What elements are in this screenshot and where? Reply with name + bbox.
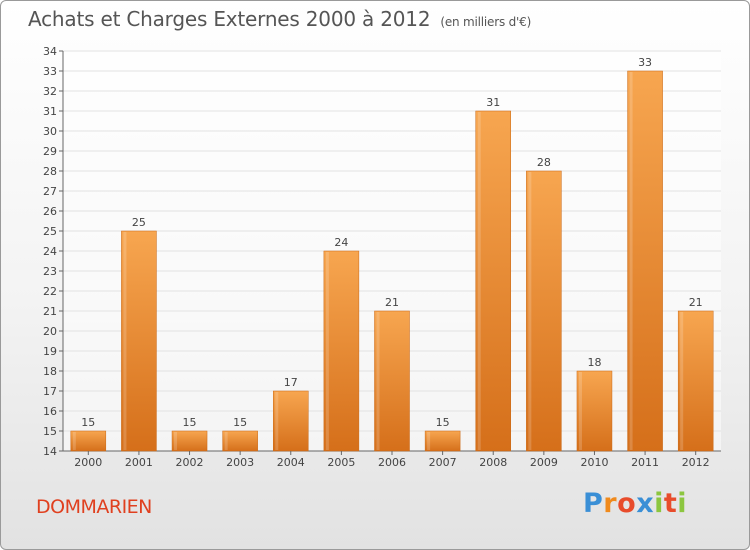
y-tick-label: 16 <box>43 405 57 418</box>
y-tick-label: 32 <box>43 85 57 98</box>
x-tick-label: 2005 <box>327 456 355 469</box>
y-tick-label: 25 <box>43 225 57 238</box>
bar <box>222 430 258 452</box>
bar <box>627 70 663 452</box>
y-tick-label: 29 <box>43 145 57 158</box>
bar <box>323 250 360 452</box>
bar-highlight <box>275 392 279 450</box>
chart-unit: (en milliers d'€) <box>440 15 532 29</box>
bar <box>374 310 410 452</box>
x-tick-label: 2007 <box>429 456 457 469</box>
y-tick-label: 27 <box>43 185 57 198</box>
data-label: 15 <box>233 416 247 429</box>
y-tick-label: 17 <box>43 385 57 398</box>
y-tick-label: 28 <box>43 165 57 178</box>
y-tick-label: 14 <box>43 445 57 458</box>
bar-highlight <box>427 432 431 450</box>
x-tick-label: 2004 <box>277 456 305 469</box>
data-label: 15 <box>436 416 450 429</box>
x-tick-label: 2010 <box>580 456 608 469</box>
y-tick-label: 15 <box>43 425 57 438</box>
y-tick-label: 30 <box>43 125 57 138</box>
data-label: 24 <box>334 236 348 249</box>
bar <box>526 170 562 452</box>
x-tick-label: 2009 <box>530 456 558 469</box>
data-label: 28 <box>537 156 551 169</box>
data-label: 18 <box>587 356 601 369</box>
bar <box>576 370 613 452</box>
chart-title-text: Achats et Charges Externes 2000 à 2012 <box>28 7 431 31</box>
bar-highlight <box>477 112 481 450</box>
bar-highlight <box>629 72 633 450</box>
y-tick-label: 18 <box>43 365 57 378</box>
data-label: 15 <box>81 416 95 429</box>
data-label: 25 <box>132 216 146 229</box>
data-label: 15 <box>183 416 197 429</box>
y-tick-label: 22 <box>43 285 57 298</box>
y-tick-label: 26 <box>43 205 57 218</box>
data-label: 17 <box>284 376 298 389</box>
x-tick-label: 2006 <box>378 456 406 469</box>
x-tick-label: 2003 <box>226 456 254 469</box>
bar-highlight <box>174 432 178 450</box>
bar <box>677 310 714 452</box>
y-tick-label: 33 <box>43 65 57 78</box>
bar-highlight <box>578 372 582 450</box>
y-tick-label: 24 <box>43 245 57 258</box>
bar-highlight <box>325 252 329 450</box>
y-tick-label: 31 <box>43 105 57 118</box>
x-tick-label: 2012 <box>682 456 710 469</box>
x-tick-label: 2000 <box>74 456 102 469</box>
y-tick-label: 34 <box>43 45 57 58</box>
chart-title: Achats et Charges Externes 2000 à 2012 (e… <box>28 7 531 31</box>
bar <box>424 430 461 452</box>
bar-highlight <box>72 432 76 450</box>
bar <box>475 110 511 452</box>
y-tick-label: 21 <box>43 305 57 318</box>
bar <box>171 430 208 452</box>
y-tick-label: 19 <box>43 345 57 358</box>
x-tick-label: 2011 <box>631 456 659 469</box>
bar-highlight <box>680 312 684 450</box>
x-tick-label: 2001 <box>125 456 153 469</box>
bar-highlight <box>224 432 228 450</box>
y-tick-label: 20 <box>43 325 57 338</box>
data-label: 31 <box>486 96 500 109</box>
y-tick-label: 23 <box>43 265 57 278</box>
proxiti-logo: Proxiti <box>583 488 688 519</box>
bar-highlight <box>528 172 532 450</box>
x-tick-label: 2008 <box>479 456 507 469</box>
city-name: DOMMARIEN <box>36 496 152 518</box>
bar-highlight <box>123 232 127 450</box>
bar <box>273 390 309 452</box>
bar-highlight <box>376 312 380 450</box>
data-label: 21 <box>385 296 399 309</box>
bar <box>121 230 157 452</box>
data-label: 33 <box>638 56 652 69</box>
data-label: 21 <box>689 296 703 309</box>
bar <box>70 430 107 452</box>
x-tick-label: 2002 <box>176 456 204 469</box>
